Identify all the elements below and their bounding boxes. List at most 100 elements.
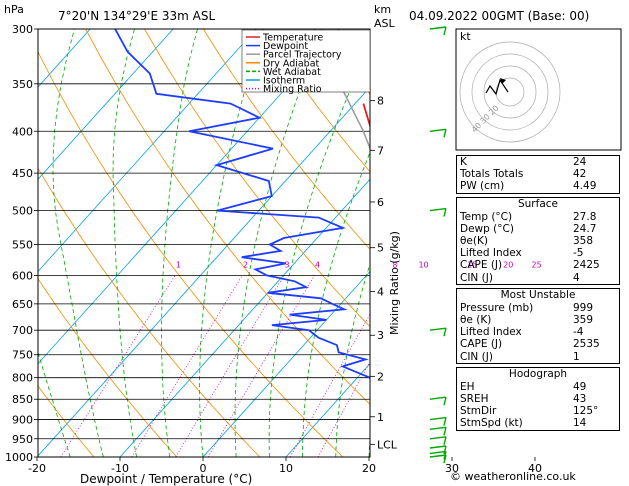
wet-adiabat-line — [161, 29, 198, 457]
pressure-tick-label: 750 — [12, 349, 33, 362]
row-value: 14 — [573, 417, 587, 430]
wind-barb-icon — [429, 426, 447, 436]
hodograph-table-title: Hodograph — [508, 367, 568, 380]
storm-motion-icon — [500, 78, 506, 84]
most-unstable-box: Most Unstable Pressure (mb) 999 θe (K) 359 L… — [456, 287, 620, 364]
row-label: CAPE (J) — [460, 259, 503, 272]
hodograph-ring — [459, 41, 561, 143]
row-label: θe (K) — [460, 314, 492, 327]
km-tick-label: 1 — [377, 411, 384, 424]
row-label: Temp (°C) — [460, 210, 513, 223]
legend-label: Mixing Ratio — [263, 84, 322, 95]
pressure-tick-label: 550 — [12, 238, 33, 251]
row-value: 49 — [573, 380, 587, 393]
row-value: 43 — [573, 393, 587, 406]
plot-frame — [37, 28, 371, 458]
wet-adiabat-line — [112, 29, 137, 457]
isotherm-line — [38, 86, 370, 457]
row-label: Lifted Index — [460, 326, 522, 339]
wind-barb-icon — [429, 445, 447, 455]
row-label: CIN (J) — [460, 271, 493, 284]
km-tick-label: 4 — [377, 286, 384, 299]
table-row: StmDir 125° — [457, 405, 619, 417]
location-title: 7°20'N 134°29'E 33m ASL — [58, 9, 215, 23]
row-label: PW (cm) — [460, 180, 505, 193]
row-label: Totals Totals — [460, 168, 524, 181]
pressure-tick-label: 400 — [12, 125, 33, 138]
pressure-unit-label: hPa — [4, 3, 24, 16]
pressure-tick-label: 850 — [12, 393, 33, 406]
dry-adiabat-line — [261, 29, 370, 173]
table-row: Lifted Index -4 — [457, 326, 619, 338]
wet-adiabat-line — [199, 29, 264, 457]
km-tick-label: 2 — [377, 370, 384, 383]
isotherm-line — [119, 178, 370, 457]
mixing-ratio-label: 25 — [531, 260, 541, 269]
row-label: CIN (J) — [460, 350, 493, 363]
hodograph-ring — [483, 65, 537, 119]
row-value: 4.49 — [573, 180, 597, 193]
row-value: 42 — [573, 168, 587, 181]
km-tick-label: 6 — [377, 196, 384, 209]
wind-barb-icon — [429, 396, 447, 406]
row-value: 2425 — [573, 259, 600, 272]
row-value: 27.8 — [573, 210, 597, 223]
pressure-tick-label: 300 — [12, 23, 33, 36]
dry-adiabat-line — [202, 29, 370, 250]
surface-box: Surface Temp (°C) 27.8 Dewp (°C) 24.7 θe(K) 3… — [456, 196, 620, 285]
series-dewpoint-line — [114, 29, 370, 381]
x-tick-label: 0 — [200, 462, 207, 475]
row-value: 358 — [573, 235, 594, 248]
pressure-tick-label: 950 — [12, 433, 33, 446]
pressure-tick-label: 600 — [12, 269, 33, 282]
row-value: 1 — [573, 350, 580, 363]
table-row: Pressure (mb) 999 — [457, 302, 619, 314]
mixing-ratio-label: 8 — [392, 260, 397, 269]
pressure-tick-label: 800 — [12, 372, 33, 385]
row-value: 359 — [573, 314, 594, 327]
row-value: 24.7 — [573, 222, 597, 235]
table-row: Dewp (°C) 24.7 — [457, 223, 619, 235]
legend-label: Dry Adiabat — [263, 58, 320, 69]
wind-barb-icon — [429, 128, 447, 138]
row-value: 4 — [573, 271, 580, 284]
isotherm-line — [202, 270, 370, 457]
row-label: SREH — [460, 393, 489, 406]
table-row: PW (cm) 4.49 — [457, 180, 619, 192]
copyright-footer[interactable]: © weatheronline.co.uk — [450, 470, 576, 483]
dry-adiabat-line — [85, 29, 370, 405]
wind-barb-icon — [429, 26, 447, 36]
mixing-ratio-axis-label: Mixing Ratio (g/kg) — [388, 231, 401, 335]
table-row: CAPE (J) 2425 — [457, 259, 619, 271]
legend-label: Dewpoint — [263, 41, 308, 52]
pressure-tick-label: 350 — [12, 78, 33, 91]
surface-title: Surface — [517, 197, 558, 210]
mixing-ratio-label: 20 — [503, 260, 513, 269]
row-label: EH — [460, 380, 475, 393]
km-unit-label: km — [374, 3, 391, 16]
table-row: Totals Totals 42 — [457, 168, 619, 180]
mixing-ratio-line — [369, 456, 370, 457]
row-value: 24 — [573, 156, 587, 168]
table-row: Temp (°C) 27.8 — [457, 211, 619, 223]
x-tick-label: 20 — [362, 462, 376, 475]
x-tick-label: -20 — [28, 462, 46, 475]
km-tick-label: LCL — [377, 438, 398, 451]
row-value: 999 — [573, 301, 594, 314]
pressure-tick-label: 900 — [12, 414, 33, 427]
wet-adiabat-line — [234, 29, 324, 457]
km-tick-label: 8 — [377, 95, 384, 108]
legend-label: Isotherm — [263, 76, 305, 87]
table-row: SREH 43 — [457, 393, 619, 405]
x-tick-label: -10 — [111, 462, 129, 475]
dry-adiabat-line — [38, 385, 95, 457]
mixing-ratio-label: 10 — [418, 260, 428, 269]
row-value: -5 — [573, 247, 584, 260]
table-row: Lifted Index -5 — [457, 247, 619, 259]
legend-label: Parcel Trajectory — [263, 50, 342, 61]
pressure-tick-label: 450 — [12, 167, 33, 180]
datetime-title: 04.09.2022 00GMT (Base: 00) — [409, 9, 589, 23]
table-row: CAPE (J) 2535 — [457, 338, 619, 350]
